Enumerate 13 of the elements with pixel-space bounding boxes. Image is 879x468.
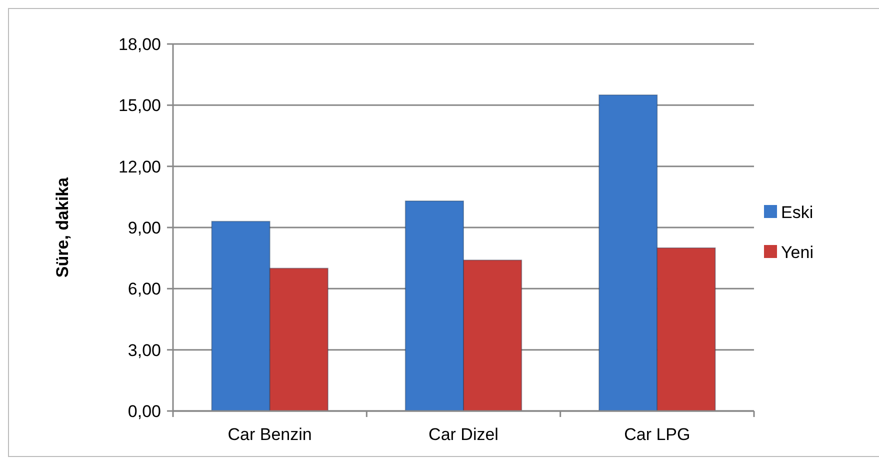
y-tick-label: 12,00 — [118, 157, 161, 176]
y-tick-label: 3,00 — [128, 340, 161, 360]
x-tick-label: Car LPG — [624, 425, 690, 444]
y-axis-title: Süre, dakika — [53, 176, 72, 278]
x-tick-label: Car Benzin — [228, 425, 312, 444]
y-tick-label: 9,00 — [128, 218, 161, 238]
y-tick-label: 6,00 — [128, 280, 161, 299]
y-tick-label: 0,00 — [128, 402, 161, 421]
y-tick-label: 15,00 — [118, 96, 161, 116]
legend-label: Eski — [781, 202, 814, 222]
y-tick-label: 18,00 — [118, 34, 161, 54]
legend-label: Yeni — [781, 242, 814, 262]
x-tick-label: Car Dizel — [428, 425, 498, 444]
